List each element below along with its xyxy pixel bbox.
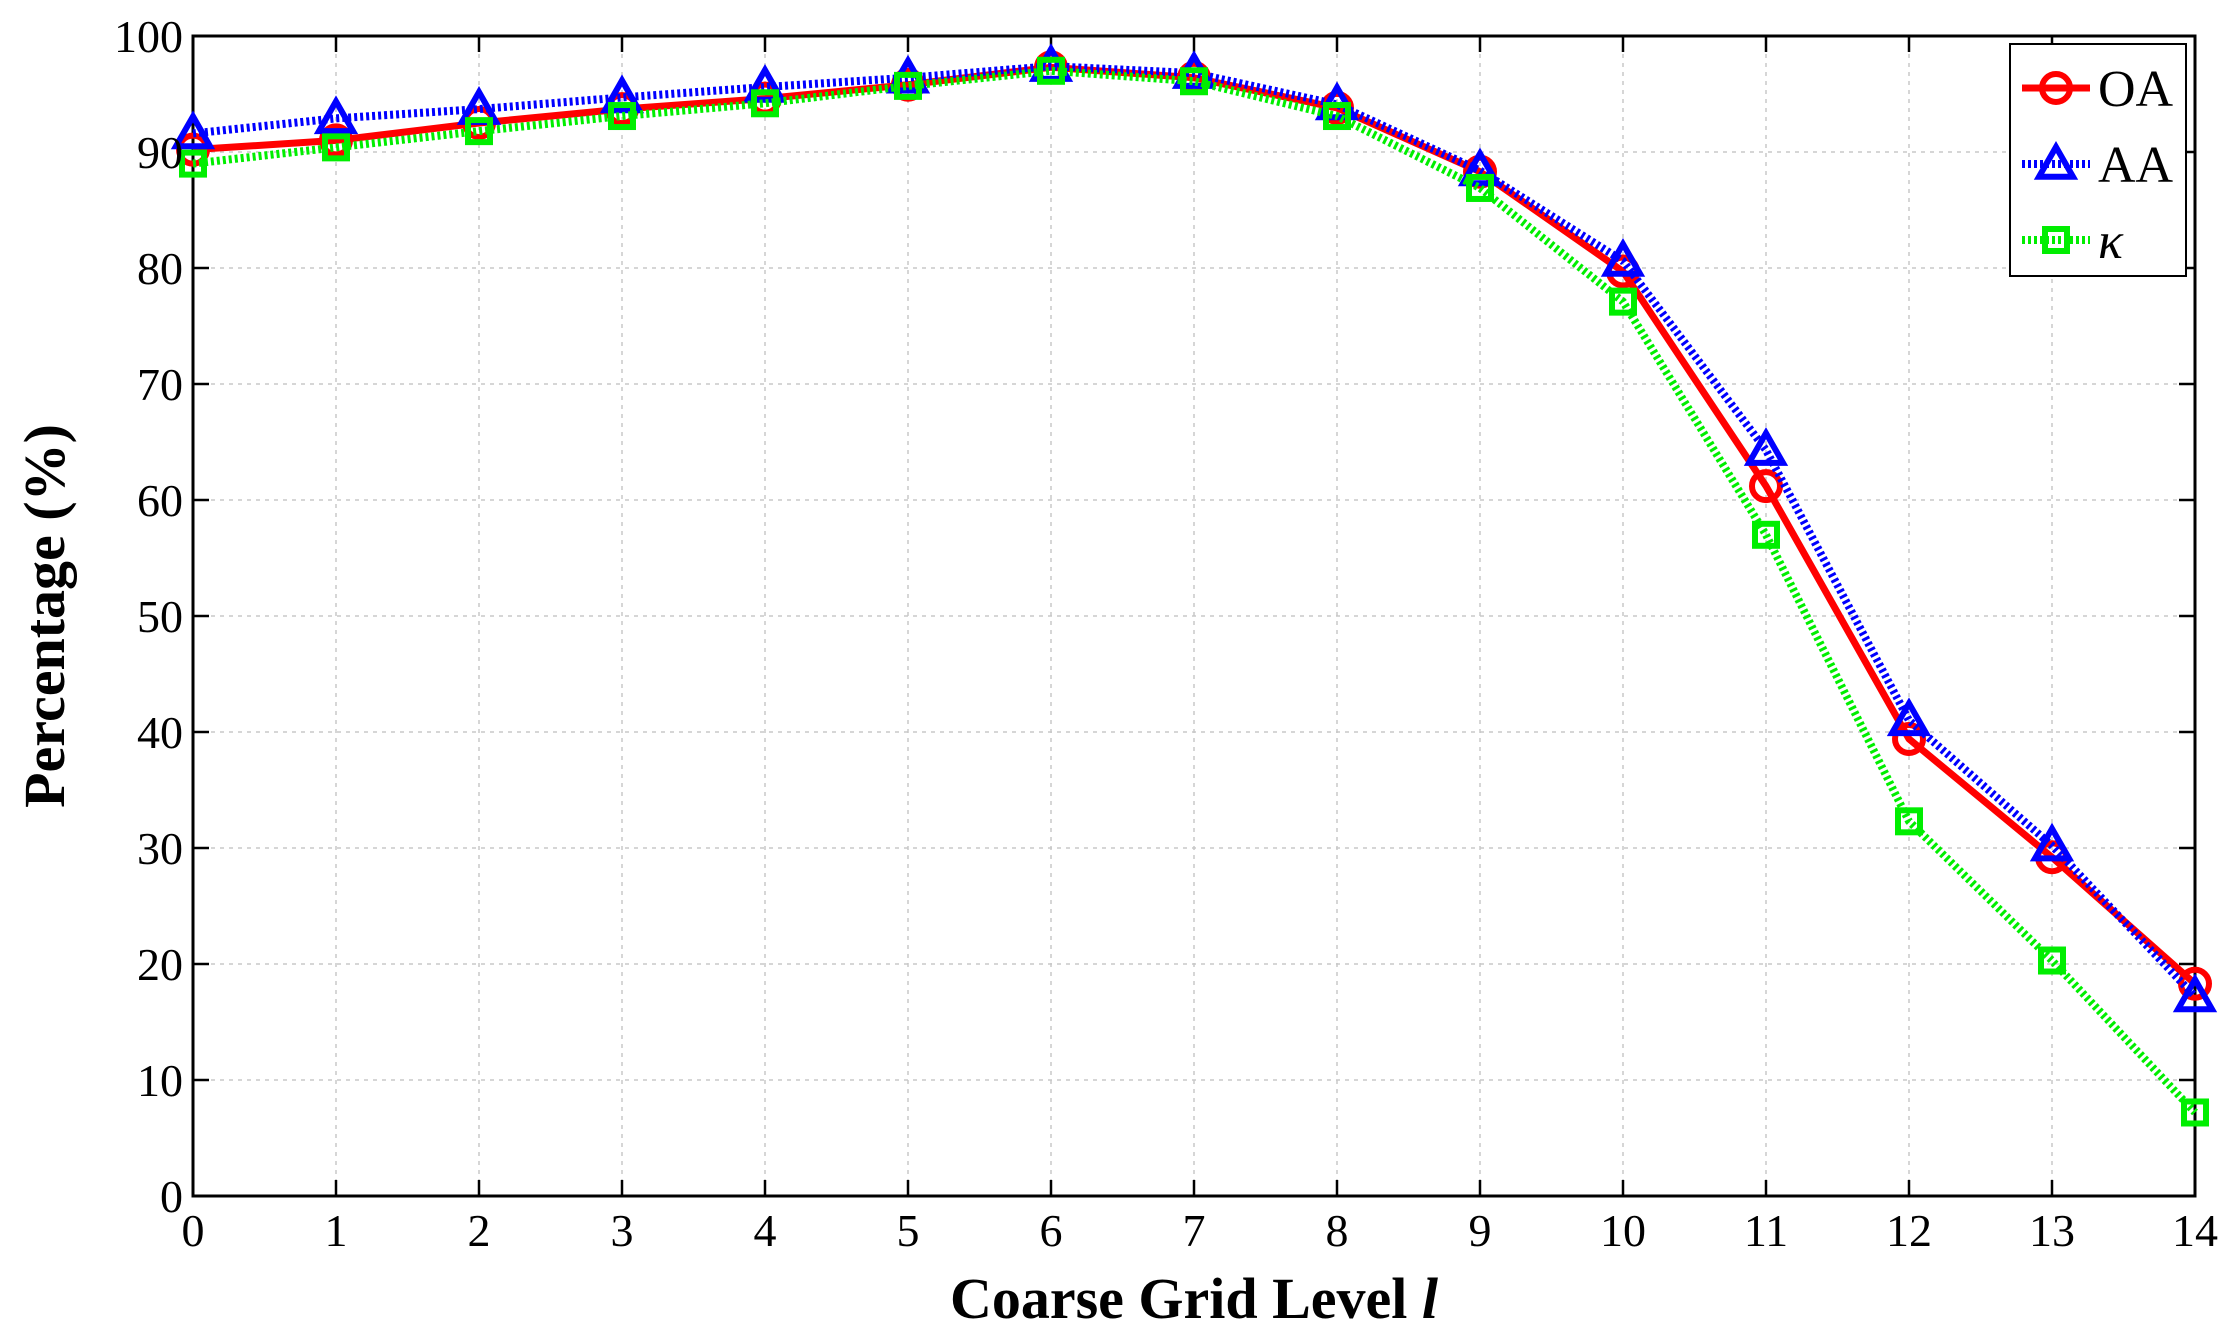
data-point bbox=[608, 102, 636, 131]
legend-label: AA bbox=[2098, 137, 2174, 194]
legend-marker bbox=[2033, 140, 2079, 180]
data-point bbox=[1895, 807, 1923, 836]
data-point bbox=[1600, 237, 1646, 277]
series-group bbox=[170, 43, 2218, 1127]
y-tick-label: 90 bbox=[137, 127, 183, 178]
data-point bbox=[2181, 1098, 2209, 1127]
data-point bbox=[1752, 520, 1780, 549]
x-axis-title-variable: l bbox=[1422, 1266, 1439, 1331]
legend-entry: AA bbox=[2022, 137, 2174, 194]
data-point bbox=[179, 149, 207, 178]
y-tick-label: 80 bbox=[137, 243, 183, 294]
data-point bbox=[1180, 67, 1208, 96]
tick-labels: 0 1 2 3 4 5 6 7 8 9 10 11 12 13 1401020304050607080901… bbox=[114, 11, 2218, 1256]
x-tick-label: 7 bbox=[1183, 1205, 1206, 1256]
data-point bbox=[894, 71, 922, 100]
y-tick-label: 50 bbox=[137, 591, 183, 642]
y-tick-label: 0 bbox=[160, 1171, 183, 1222]
legend-marker bbox=[2039, 71, 2073, 105]
data-point bbox=[1466, 173, 1494, 202]
y-tick-label: 40 bbox=[137, 707, 183, 758]
data-point bbox=[322, 133, 350, 162]
x-axis-title: Coarse Grid Level l bbox=[950, 1266, 1439, 1331]
data-point bbox=[742, 63, 788, 103]
data-point bbox=[1037, 56, 1065, 85]
x-tick-label: 8 bbox=[1326, 1205, 1349, 1256]
x-tick-label: 6 bbox=[1040, 1205, 1063, 1256]
data-point bbox=[465, 117, 493, 146]
x-axis-title-text: Coarse Grid Level bbox=[950, 1266, 1422, 1331]
data-point bbox=[313, 95, 359, 135]
x-tick-label: 0 bbox=[182, 1205, 205, 1256]
data-point bbox=[2172, 973, 2218, 1013]
x-tick-label: 2 bbox=[468, 1205, 491, 1256]
grid-lines bbox=[193, 36, 2195, 1196]
x-tick-label: 12 bbox=[1886, 1205, 1932, 1256]
x-tick-label: 9 bbox=[1469, 1205, 1492, 1256]
y-tick-label: 100 bbox=[114, 11, 183, 62]
legend-label: OA bbox=[2098, 61, 2174, 118]
data-point bbox=[2178, 966, 2212, 1001]
y-tick-label: 20 bbox=[137, 939, 183, 990]
legend-entry: OA bbox=[2022, 61, 2174, 118]
data-point bbox=[170, 110, 216, 150]
data-point bbox=[1609, 287, 1637, 316]
y-tick-label: 70 bbox=[137, 359, 183, 410]
data-point bbox=[2038, 946, 2066, 975]
legend-label: κ bbox=[2098, 213, 2124, 270]
x-tick-label: 4 bbox=[754, 1205, 777, 1256]
x-tick-label: 3 bbox=[611, 1205, 634, 1256]
y-tick-label: 10 bbox=[137, 1055, 183, 1106]
x-tick-label: 14 bbox=[2172, 1205, 2218, 1256]
x-tick-label: 11 bbox=[1744, 1205, 1788, 1256]
x-tick-label: 1 bbox=[325, 1205, 348, 1256]
x-tick-label: 10 bbox=[1600, 1205, 1646, 1256]
y-axis-title: Percentage (%) bbox=[12, 424, 77, 808]
legend-entry: κ bbox=[2022, 213, 2124, 270]
data-point bbox=[751, 89, 779, 118]
y-tick-label: 60 bbox=[137, 475, 183, 526]
data-point bbox=[1323, 102, 1351, 131]
x-tick-label: 5 bbox=[897, 1205, 920, 1256]
x-tick-label: 13 bbox=[2029, 1205, 2075, 1256]
series-line bbox=[192, 63, 2198, 987]
y-tick-label: 30 bbox=[137, 823, 183, 874]
legend: OA AA κ bbox=[2009, 43, 2187, 277]
series-3 bbox=[179, 56, 2209, 1127]
data-point bbox=[1749, 469, 1783, 504]
legend-marker bbox=[2042, 226, 2070, 254]
data-point bbox=[1743, 427, 1789, 466]
legend-box bbox=[2009, 43, 2187, 277]
data-point bbox=[2029, 822, 2075, 862]
data-point bbox=[1457, 147, 1503, 187]
data-point bbox=[1886, 697, 1932, 737]
data-point bbox=[599, 74, 645, 114]
